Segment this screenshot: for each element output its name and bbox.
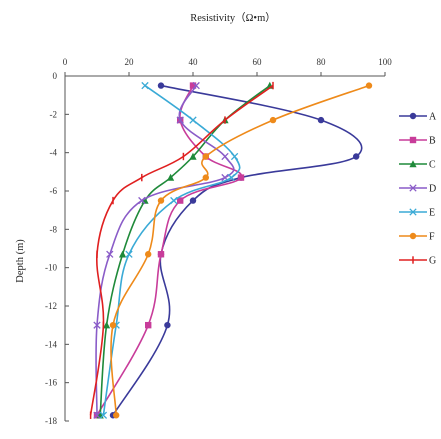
legend-item-c: C [399, 160, 436, 171]
y-tick-label: -8 [50, 224, 58, 234]
data-point-e [227, 173, 236, 182]
legend-item-b: B [399, 136, 436, 147]
series-line-b [96, 85, 243, 416]
y-tick-label: -6 [50, 186, 58, 196]
legend-marker-d [409, 184, 417, 192]
series-b [93, 82, 245, 419]
series-a [109, 82, 363, 419]
y-tick-label: -12 [45, 301, 57, 311]
legend-item-g: G [399, 256, 436, 267]
data-point-d [93, 321, 101, 329]
data-point-e [230, 152, 239, 161]
x-tick-label: 40 [189, 57, 199, 67]
legend-label-e: E [429, 208, 435, 219]
legend-label-d: D [429, 184, 436, 195]
data-point-b [237, 174, 245, 181]
legend-marker-e [409, 208, 417, 216]
data-point-d [176, 116, 184, 124]
data-point-a [353, 153, 360, 160]
data-point-b [177, 197, 184, 204]
data-point-d [138, 196, 146, 205]
x-tick-label: 80 [317, 57, 327, 67]
legend-item-f: F [399, 232, 435, 243]
legend-marker-b [409, 136, 417, 144]
data-point-d [106, 250, 114, 258]
data-point-d [93, 411, 101, 419]
legend-item-e: E [399, 208, 435, 219]
y-tick-label: -10 [45, 263, 57, 273]
x-tick-label: 60 [253, 57, 263, 67]
y-tick-label: -4 [50, 148, 58, 158]
y-axis-title: Depth (m) [15, 239, 26, 283]
legend: A B C D E F G [399, 112, 437, 267]
series-d [93, 81, 235, 419]
legend-label-f: F [429, 232, 435, 243]
series-f [109, 82, 373, 419]
data-point-e [141, 81, 149, 90]
data-point-f [202, 153, 209, 160]
y-tick-label: -16 [45, 378, 57, 388]
data-point-a [164, 321, 171, 329]
data-point-a [317, 116, 325, 124]
data-point-f [202, 174, 209, 181]
data-point-a [189, 197, 197, 204]
series-layer [89, 81, 373, 419]
data-point-b [145, 321, 152, 329]
series-g [89, 81, 274, 419]
series-line-g [89, 84, 274, 416]
legend-marker-f [409, 232, 417, 240]
data-point-a [157, 82, 165, 89]
data-point-b [157, 251, 165, 258]
data-point-f [269, 116, 277, 124]
data-point-c [119, 250, 127, 258]
x-tick-label: 0 [63, 57, 68, 67]
data-point-b [189, 82, 197, 89]
data-point-d [192, 81, 200, 90]
data-point-c [189, 152, 197, 160]
legend-item-a: A [399, 112, 437, 123]
data-point-f [365, 82, 373, 89]
legend-marker-c [409, 160, 417, 168]
data-point-e [189, 116, 197, 124]
data-point-c [167, 173, 175, 181]
data-point-f [145, 251, 152, 258]
data-point-c [103, 321, 111, 329]
legend-label-c: C [429, 160, 436, 171]
series-line-c [99, 84, 271, 416]
data-point-e [125, 250, 133, 258]
legend-marker-a [409, 112, 417, 120]
x-tick-label: 20 [125, 57, 135, 67]
y-tick-label: 0 [53, 71, 58, 81]
data-point-f [157, 197, 165, 204]
legend-item-d: D [399, 184, 436, 195]
y-tick-label: -2 [50, 109, 58, 119]
series-line-f [110, 84, 370, 416]
legend-label-a: A [429, 112, 437, 123]
data-point-e [99, 411, 108, 419]
legend-label-b: B [429, 136, 436, 147]
x-tick-label: 100 [378, 57, 392, 67]
data-point-d [221, 152, 229, 161]
data-point-f [109, 321, 117, 329]
y-tick-label: -18 [45, 416, 57, 426]
y-tick-label: -14 [45, 339, 57, 349]
axes: 0 20 40 60 80 100 0 -2 -4 -6 -8 -10 -12 -14 -16 -18 [45, 57, 392, 426]
x-axis-title: Resistivity（Ω•m） [190, 12, 276, 24]
data-point-e [170, 196, 178, 205]
series-e [99, 81, 241, 419]
data-point-f [113, 412, 120, 419]
legend-label-g: G [429, 256, 436, 267]
